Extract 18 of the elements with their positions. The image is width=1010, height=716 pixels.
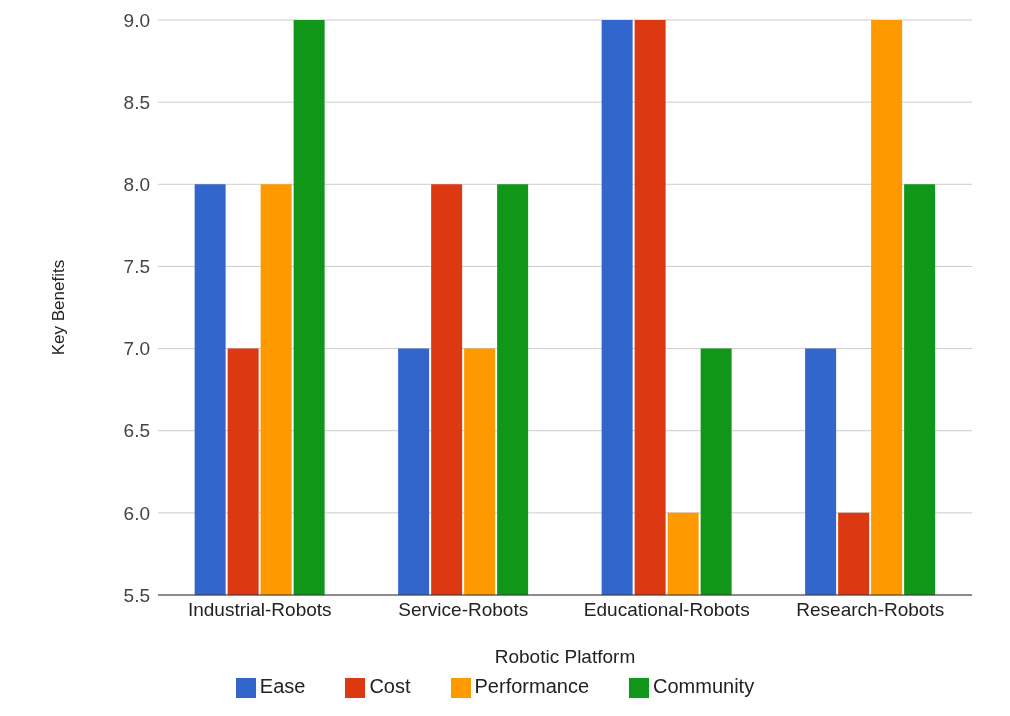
legend-label: Performance xyxy=(474,675,590,697)
y-tick-label: 6.5 xyxy=(123,420,150,442)
y-tick-label: 7.5 xyxy=(123,256,150,278)
legend-label: Ease xyxy=(259,675,306,697)
legend-label: Cost xyxy=(369,675,411,697)
y-tick-label: 8.5 xyxy=(123,91,150,113)
x-tick-label: Service-Robots xyxy=(398,599,529,621)
y-tick-label: 7.0 xyxy=(123,338,150,360)
legend-label: Community xyxy=(653,675,755,697)
y-tick-label: 6.0 xyxy=(123,502,150,524)
x-tick-label: Research-Robots xyxy=(796,599,945,621)
x-tick-label: Industrial-Robots xyxy=(187,599,332,621)
y-axis-title: Key Benefits xyxy=(49,259,69,356)
x-axis-title: Robotic Platform xyxy=(494,646,636,667)
y-tick-label: 9.0 xyxy=(123,9,150,31)
y-tick-label: 5.5 xyxy=(123,584,150,606)
x-tick-label: Educational-Robots xyxy=(583,599,750,621)
y-tick-label: 8.0 xyxy=(123,174,150,196)
